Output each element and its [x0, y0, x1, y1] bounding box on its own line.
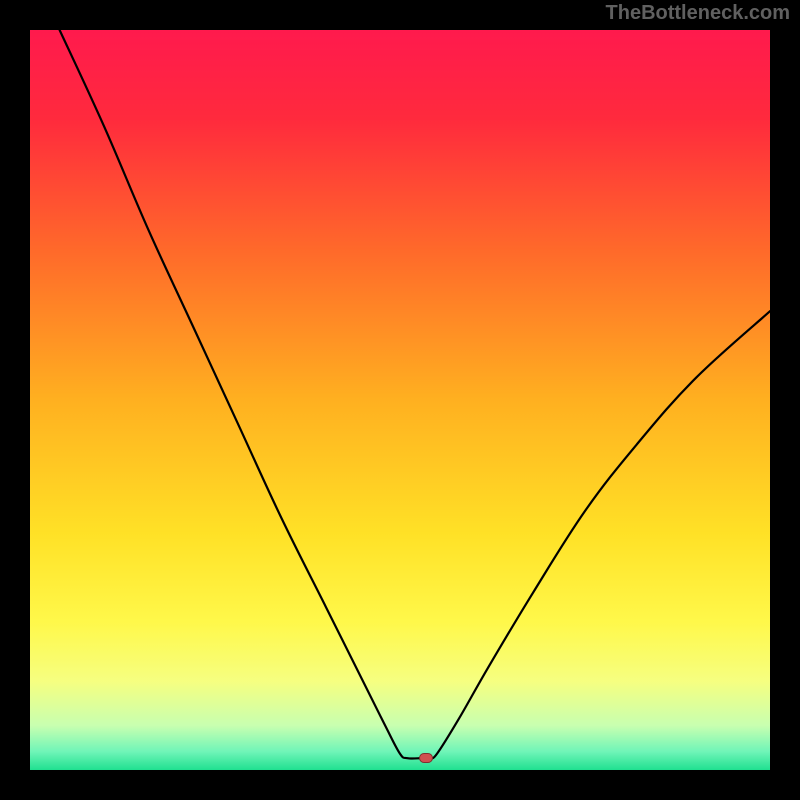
watermark-text: TheBottleneck.com: [606, 2, 790, 25]
bottleneck-curve: [60, 30, 770, 759]
optimal-marker: [419, 753, 433, 763]
curve-layer: [30, 30, 770, 770]
plot-area: [30, 30, 770, 770]
